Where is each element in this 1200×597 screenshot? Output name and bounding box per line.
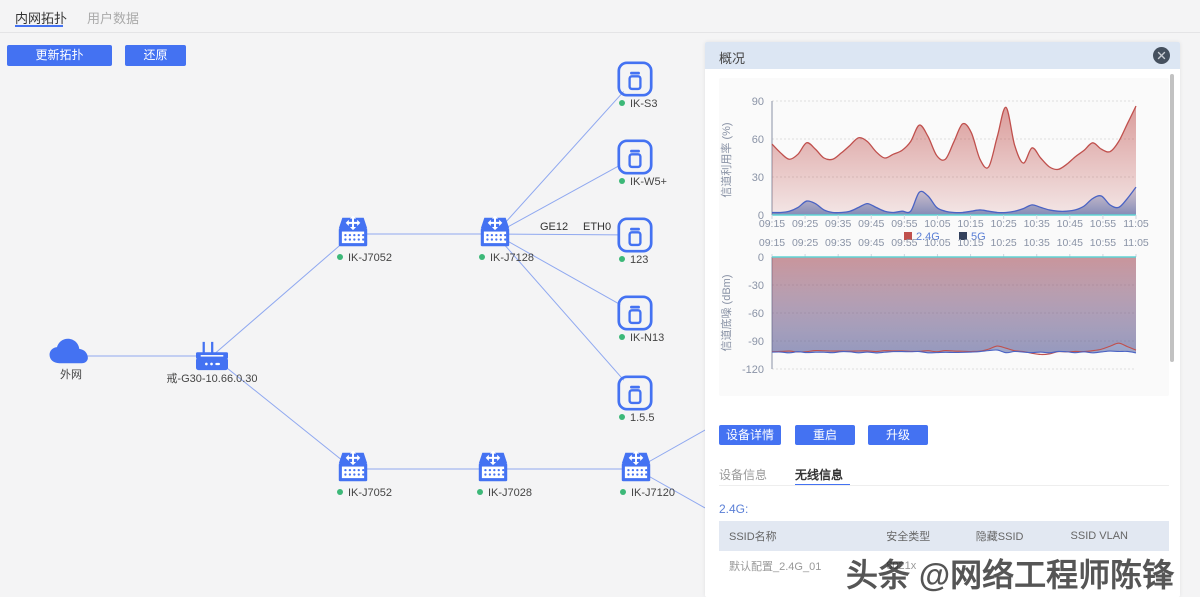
- svg-text:09:45: 09:45: [858, 237, 884, 249]
- svg-text:-90: -90: [748, 336, 764, 348]
- svg-text:11:05: 11:05: [1123, 237, 1149, 249]
- svg-text:09:25: 09:25: [792, 237, 818, 249]
- svg-text:IK-N13: IK-N13: [630, 332, 664, 344]
- svg-text:0: 0: [758, 252, 764, 264]
- svg-text:10:45: 10:45: [1057, 237, 1083, 249]
- svg-text:09:35: 09:35: [825, 218, 851, 230]
- svg-text:IK-J7128: IK-J7128: [490, 252, 534, 264]
- svg-text:信道底噪 (dBm): 信道底噪 (dBm): [719, 275, 733, 352]
- svg-text:60: 60: [752, 134, 764, 146]
- svg-text:09:35: 09:35: [825, 237, 851, 249]
- svg-text:10:45: 10:45: [1057, 218, 1083, 230]
- svg-text:-60: -60: [748, 308, 764, 320]
- svg-text:10:15: 10:15: [957, 237, 983, 249]
- svg-text:IK-J7028: IK-J7028: [488, 487, 532, 499]
- svg-text:外网: 外网: [60, 368, 82, 381]
- svg-text:10:55: 10:55: [1090, 237, 1116, 249]
- svg-text:11:05: 11:05: [1123, 218, 1149, 230]
- svg-text:10:25: 10:25: [990, 218, 1016, 230]
- svg-text:90: 90: [752, 96, 764, 108]
- svg-text:IK-S3: IK-S3: [630, 98, 658, 110]
- svg-text:09:25: 09:25: [792, 218, 818, 230]
- svg-text:IK-W5+: IK-W5+: [630, 176, 667, 188]
- svg-text:-30: -30: [748, 280, 764, 292]
- svg-text:09:15: 09:15: [759, 218, 785, 230]
- svg-text:123: 123: [630, 254, 648, 266]
- svg-text:10:15: 10:15: [957, 218, 983, 230]
- svg-text:10:55: 10:55: [1090, 218, 1116, 230]
- svg-text:10:35: 10:35: [1024, 237, 1050, 249]
- svg-text:1.5.5: 1.5.5: [630, 412, 654, 424]
- svg-text:IK-J7120: IK-J7120: [631, 487, 675, 499]
- svg-text:10:25: 10:25: [990, 237, 1016, 249]
- svg-text:30: 30: [752, 172, 764, 184]
- svg-text:IK-J7052: IK-J7052: [348, 252, 392, 264]
- svg-text:-120: -120: [742, 364, 764, 373]
- svg-text:GE12: GE12: [540, 221, 568, 233]
- svg-text:ETH0: ETH0: [583, 221, 611, 233]
- svg-text:09:45: 09:45: [858, 218, 884, 230]
- svg-text:09:55: 09:55: [891, 218, 917, 230]
- svg-text:IK-J7052: IK-J7052: [348, 487, 392, 499]
- svg-text:10:35: 10:35: [1024, 218, 1050, 230]
- svg-text:戒-G30-10.66.0.30: 戒-G30-10.66.0.30: [166, 372, 257, 385]
- svg-text:09:55: 09:55: [891, 237, 917, 249]
- svg-text:10:05: 10:05: [924, 218, 950, 230]
- svg-text:10:05: 10:05: [924, 237, 950, 249]
- svg-text:09:15: 09:15: [759, 237, 785, 249]
- svg-text:信道利用率 (%): 信道利用率 (%): [719, 122, 733, 197]
